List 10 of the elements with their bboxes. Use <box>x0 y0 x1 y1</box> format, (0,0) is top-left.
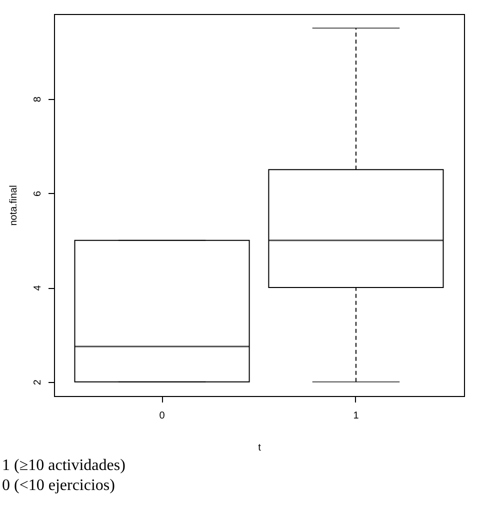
x-tick-label: 0 <box>159 410 166 422</box>
y-tick-label: 8 <box>32 96 44 102</box>
text: 0 (<10 ejercicios) <box>2 476 116 496</box>
y-tick-label: 4 <box>32 284 44 291</box>
text: 1 (≥10 actividades) <box>2 456 126 476</box>
x-tick-label: 1 <box>353 410 360 422</box>
y-tick-label: 2 <box>32 379 44 386</box>
y-axis-title: nota.final <box>8 185 20 226</box>
x-axis-title: t <box>258 442 262 454</box>
y-tick-label: 6 <box>32 190 44 196</box>
